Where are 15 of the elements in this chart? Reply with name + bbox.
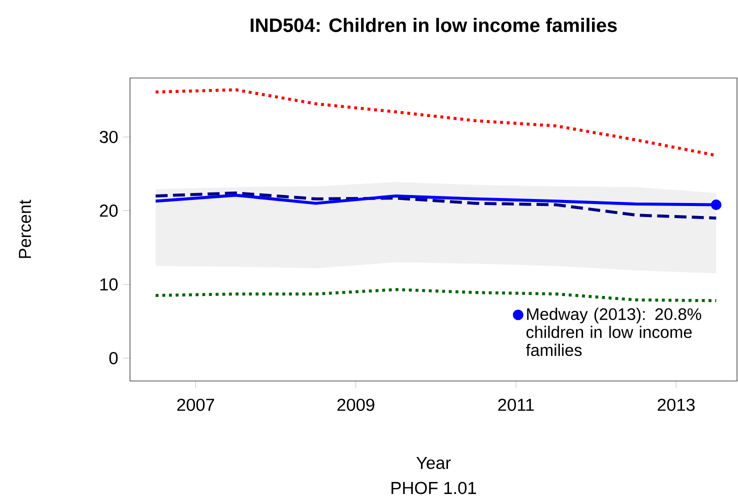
y-axis-title: Percent (18, 200, 32, 258)
y-tick-label: 20 (100, 204, 118, 217)
line-series (154, 191, 718, 220)
x-tick-label: 2011 (498, 398, 534, 411)
y-tick-label: 30 (100, 130, 118, 144)
text: PHOF 1.01 (392, 482, 476, 494)
y-tick-label: 10 (100, 278, 118, 291)
line-series (154, 288, 718, 302)
y-tick-label: 0 (109, 352, 118, 364)
legend-label: Medway (2013): 20.8% children in low income families (526, 308, 702, 356)
x-axis-title: Year (416, 456, 451, 470)
chart-title: IND504: Children in low income families (250, 18, 617, 32)
x-tick-label: 2013 (658, 398, 695, 411)
x-tick-label: 2009 (337, 398, 374, 411)
x-tick-label: 2007 (177, 398, 214, 411)
